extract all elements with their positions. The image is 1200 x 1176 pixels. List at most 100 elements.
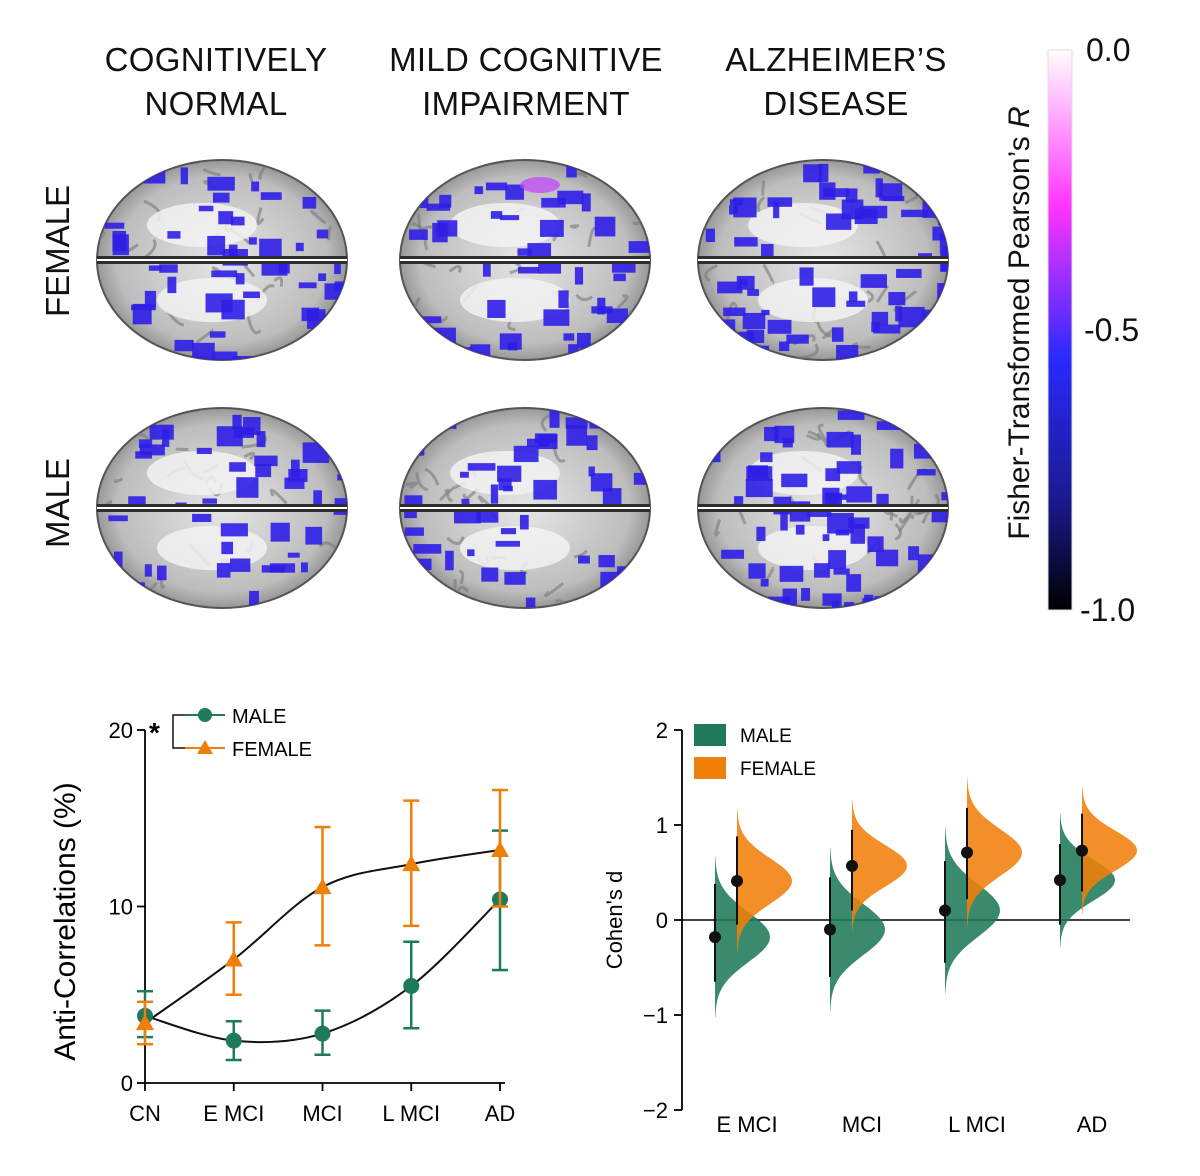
activation-cluster [256,431,266,448]
activation-cluster [539,219,564,237]
activation-cluster [726,600,750,608]
activation-cluster [822,534,830,542]
brain-gyrus [916,595,935,608]
legend-label-female: FEMALE [740,759,816,780]
activation-cluster [211,351,238,360]
activation-cluster [130,590,153,608]
brain-gyrus [575,293,594,302]
brain-gyrus [435,160,445,172]
activation-cluster [192,513,212,523]
activation-cluster [249,590,259,606]
activation-cluster [781,473,808,488]
activation-cluster [734,496,744,512]
activation-cluster [148,265,162,271]
activation-cluster [490,211,503,219]
column-title-line: IMPAIRMENT [422,85,630,122]
activation-cluster [218,211,234,225]
brain-gyrus [248,173,254,182]
activation-cluster [243,291,260,299]
activation-cluster [738,279,748,286]
x-tick-label: AD [485,1101,516,1126]
activation-cluster [818,163,829,183]
activation-cluster [174,339,194,352]
activation-cluster [196,447,212,455]
y-tick-label: 1 [656,813,668,838]
activation-cluster [747,289,759,296]
column-title-mci: MILD COGNITIVE IMPAIRMENT [366,38,686,126]
colorbar-tick-top: 0.0 [1086,32,1131,68]
data-point-male [314,1025,331,1042]
activation-cluster [931,509,948,523]
activation-cluster [439,590,447,604]
activation-cluster [316,229,329,239]
activation-cluster [500,528,517,535]
brain-gyrus [446,536,465,546]
brain-slice [96,407,348,609]
activation-cluster [149,424,174,440]
activation-cluster [236,477,259,498]
activation-cluster [895,306,902,322]
activation-cluster [825,468,841,482]
brain-gyrus [97,231,106,254]
x-tick-label: E MCI [716,1112,777,1137]
brain-gyrus [319,408,324,414]
activation-cluster [474,186,484,195]
activation-cluster [779,565,804,582]
activation-cluster [437,220,458,237]
brain-gyrus [273,276,284,287]
activation-cluster [254,455,278,467]
activation-cluster [812,287,836,308]
activation-cluster [901,209,928,218]
activation-cluster [706,324,720,343]
colorbar-tick-mid: -0.5 [1084,312,1140,348]
activation-cluster [235,273,245,285]
activation-cluster [209,331,226,338]
brain-gyrus [113,477,124,484]
brain-gyrus [107,414,118,426]
effect-point-male [709,931,721,944]
colorbar-title: Fisher-Transformed Pearson’s R [1003,83,1037,563]
brain-gyrus [133,598,143,607]
brain-gyrus [426,579,433,593]
activation-cluster [826,431,854,448]
activation-cluster [640,178,650,185]
x-tick-label: E MCI [203,1101,264,1126]
activation-cluster [871,311,889,326]
brain-gyrus [111,330,123,345]
activation-cluster [628,241,650,253]
activation-cluster [409,229,428,240]
activation-cluster [586,435,598,451]
activation-cluster [212,192,230,203]
column-title-line: MILD COGNITIVE [389,41,663,78]
activation-cluster [823,188,849,198]
brain-gyrus [400,347,409,360]
activation-cluster [803,164,822,183]
activation-cluster [836,344,859,360]
activation-cluster [498,478,512,491]
y-tick-label: −2 [643,1098,668,1123]
activation-cluster [565,417,588,429]
significance-bracket [172,714,185,749]
activation-cluster [255,464,272,478]
activation-cluster [730,589,744,608]
activation-cluster [139,444,165,456]
activation-cluster [858,605,868,608]
activation-cluster [704,583,722,589]
brain-gyrus [120,160,137,174]
activation-cluster [144,564,152,577]
activation-cluster [108,515,128,522]
activation-cluster [485,182,508,191]
brain-slice [697,159,949,361]
brain-gyrus [614,417,627,438]
colorbar [1047,49,1073,611]
activation-cluster [916,469,936,476]
activation-cluster [568,344,579,360]
activation-cluster [487,299,506,318]
activation-cluster [211,270,238,278]
activation-cluster [871,322,880,332]
brain-gyrus [448,265,462,273]
activation-cluster [932,226,948,241]
activation-cluster [845,188,858,203]
brain-gyrus [703,192,711,212]
brain-gyrus [269,488,288,505]
